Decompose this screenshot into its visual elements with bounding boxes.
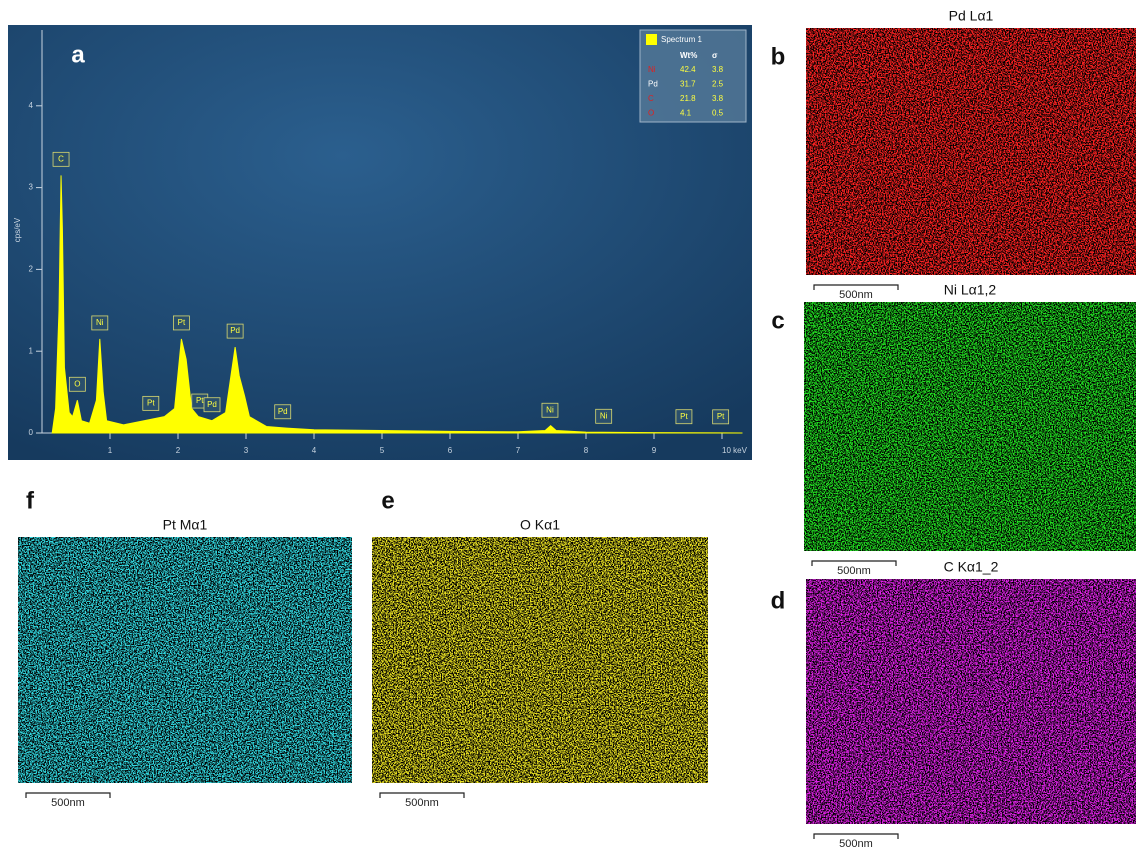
legend-column-header: Wt% bbox=[680, 51, 697, 60]
scale-bar bbox=[813, 833, 899, 839]
x-tick-label: 7 bbox=[516, 446, 521, 455]
x-tick-label: 9 bbox=[652, 446, 657, 455]
peak-label-box bbox=[142, 395, 160, 411]
peak-label-box bbox=[541, 402, 559, 418]
scale-bar bbox=[379, 792, 465, 798]
scale-bar bbox=[811, 560, 897, 566]
legend-name: Spectrum 1 bbox=[661, 35, 702, 44]
map-title: O Kα1 bbox=[520, 517, 560, 533]
peak-label-text: Pd bbox=[207, 400, 217, 409]
map-title: C Kα1_2 bbox=[944, 559, 999, 575]
panel-label: f bbox=[26, 487, 35, 514]
peak-label-text: Pd bbox=[278, 407, 288, 416]
map-signal bbox=[18, 537, 352, 783]
peak-label-text: Pt bbox=[178, 318, 186, 327]
peak-label-text: Ni bbox=[546, 405, 554, 414]
legend-value: 3.8 bbox=[712, 65, 724, 74]
peak-label-box bbox=[675, 409, 693, 425]
peak-label-box bbox=[595, 408, 613, 424]
peak-label-box bbox=[91, 315, 109, 331]
peak-label-text: Pt bbox=[147, 398, 155, 407]
y-tick-label: 0 bbox=[29, 428, 34, 437]
spectrum-area bbox=[51, 175, 743, 434]
legend-value: 21.8 bbox=[680, 94, 696, 103]
x-tick-label: 6 bbox=[448, 446, 453, 455]
legend-swatch bbox=[646, 34, 657, 45]
x-tick-label: 5 bbox=[380, 446, 385, 455]
peak-label-box bbox=[203, 397, 221, 413]
panel-label: e bbox=[381, 487, 394, 514]
y-tick-label: 4 bbox=[29, 101, 34, 110]
scale-bar-label: 500nm bbox=[839, 838, 873, 848]
panel-label: a bbox=[71, 41, 85, 68]
peak-label: Pd bbox=[226, 323, 244, 339]
peak-label-box bbox=[172, 315, 190, 331]
map-signal bbox=[806, 579, 1136, 824]
scale-bar-label: 500nm bbox=[51, 797, 85, 809]
legend-value: 42.4 bbox=[680, 65, 696, 74]
peak-label-text: Pt bbox=[680, 412, 688, 421]
peak-label: Pt bbox=[712, 409, 730, 425]
scale-bar-label: 500nm bbox=[837, 565, 871, 577]
scale-bar bbox=[813, 284, 899, 290]
panel-label: b bbox=[771, 43, 786, 70]
peak-label-text: C bbox=[58, 154, 64, 163]
legend-value: 31.7 bbox=[680, 80, 696, 89]
y-tick-label: 3 bbox=[29, 183, 34, 192]
legend-value: 2.5 bbox=[712, 80, 724, 89]
peak-label-box bbox=[52, 151, 70, 167]
peak-label: Pd bbox=[203, 397, 221, 413]
legend-value: 0.5 bbox=[712, 109, 724, 118]
peak-label-box bbox=[712, 409, 730, 425]
map-signal bbox=[804, 302, 1136, 551]
scale-bar-label: 500nm bbox=[839, 289, 873, 301]
peak-label: Pt bbox=[675, 409, 693, 425]
peak-label-text: Pd bbox=[230, 326, 240, 335]
legend-element: C bbox=[648, 94, 654, 103]
peak-label: Ni bbox=[91, 315, 109, 331]
peak-label-text: Pt bbox=[196, 396, 204, 405]
peak-label: Ni bbox=[541, 402, 559, 418]
y-tick-label: 1 bbox=[29, 346, 34, 355]
spectrum-background bbox=[8, 25, 752, 460]
x-tick-label: 3 bbox=[244, 446, 249, 455]
peak-label-box bbox=[226, 323, 244, 339]
peak-label: C bbox=[52, 151, 70, 167]
map-signal bbox=[372, 537, 708, 783]
scale-bar-label: 500nm bbox=[405, 797, 439, 809]
peak-label: Pt bbox=[142, 395, 160, 411]
peak-label-text: Ni bbox=[96, 318, 104, 327]
panel-label: c bbox=[771, 307, 784, 334]
x-tick-label: 1 bbox=[108, 446, 113, 455]
legend-box bbox=[639, 29, 747, 123]
peak-label: O bbox=[68, 376, 86, 392]
map-signal bbox=[806, 28, 1136, 275]
legend-value: 4.1 bbox=[680, 109, 692, 118]
x-tick-label: 10 keV bbox=[722, 446, 748, 455]
peak-label-text: O bbox=[74, 379, 80, 388]
y-axis-label: cps/eV bbox=[13, 217, 22, 242]
legend-element: Ni bbox=[648, 65, 656, 74]
peak-label: Pd bbox=[274, 404, 292, 420]
legend-column-header: σ bbox=[712, 51, 718, 60]
map-title: Pd Lα1 bbox=[949, 8, 994, 24]
panel-label: d bbox=[771, 587, 786, 614]
peak-label-box bbox=[274, 404, 292, 420]
peak-label-box bbox=[68, 376, 86, 392]
map-title: Ni Lα1,2 bbox=[944, 282, 997, 298]
peak-label: Pt bbox=[172, 315, 190, 331]
y-tick-label: 2 bbox=[29, 265, 34, 274]
peak-label-text: Pt bbox=[717, 412, 725, 421]
x-tick-label: 2 bbox=[176, 446, 181, 455]
peak-label-text: Ni bbox=[600, 411, 608, 420]
map-title: Pt Mα1 bbox=[163, 517, 208, 533]
legend-value: 3.8 bbox=[712, 94, 724, 103]
x-tick-label: 8 bbox=[584, 446, 589, 455]
legend-element: O bbox=[648, 109, 654, 118]
legend-element: Pd bbox=[648, 80, 658, 89]
peak-label: Ni bbox=[595, 408, 613, 424]
x-tick-label: 4 bbox=[312, 446, 317, 455]
scale-bar bbox=[25, 792, 111, 798]
